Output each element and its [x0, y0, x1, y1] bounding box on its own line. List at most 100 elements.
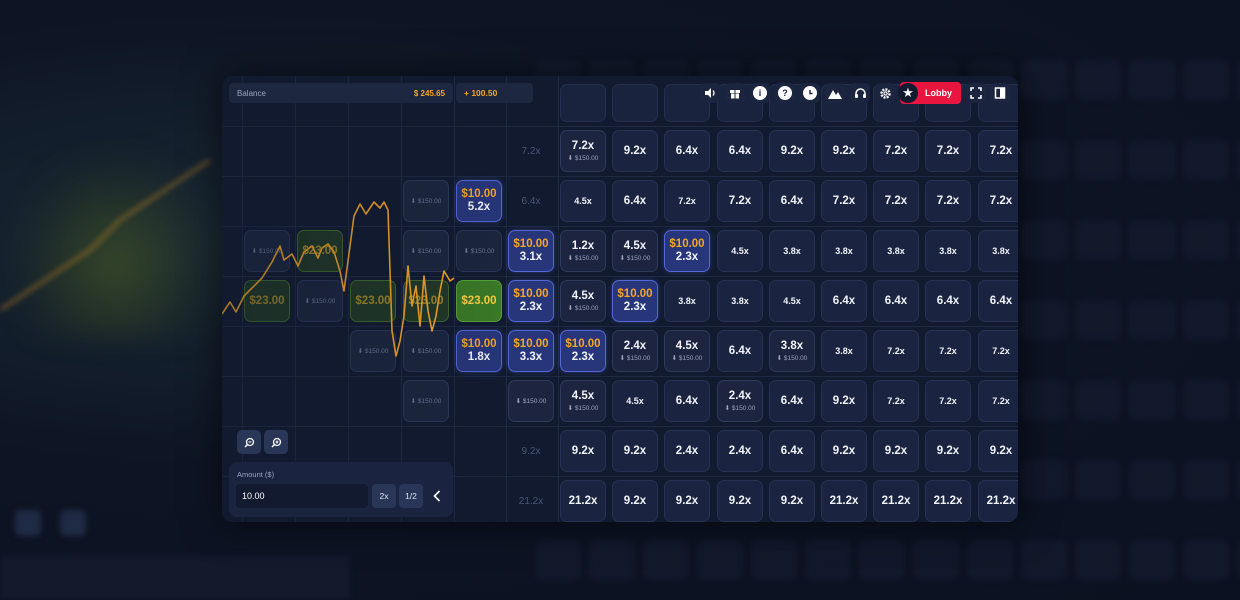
grid-cell[interactable]: 6.4x: [925, 280, 971, 322]
grid-cell-partial[interactable]: [560, 84, 606, 122]
grid-cell[interactable]: 9.2x: [978, 430, 1018, 472]
grid-cell-selected[interactable]: $10.00 2.3x: [508, 280, 554, 322]
grid-cell-bet[interactable]: 2.4x ⬇ $150.00: [717, 380, 763, 422]
grid-cell-past[interactable]: ⬇ $150.00: [297, 280, 343, 322]
grid-cell[interactable]: 7.2x: [925, 130, 971, 172]
grid-cell[interactable]: 21.2x: [978, 480, 1018, 522]
grid-cell-past[interactable]: ⬇ $150.00: [403, 230, 449, 272]
grid-cell[interactable]: 9.2x: [821, 430, 867, 472]
support-button[interactable]: [850, 83, 870, 103]
grid-cell-past[interactable]: ⬇ $150.00: [403, 380, 449, 422]
grid-cell-bet[interactable]: 3.8x ⬇ $150.00: [769, 330, 815, 372]
grid-cell[interactable]: 3.8x: [717, 280, 763, 322]
grid-cell-win[interactable]: $23.00: [456, 280, 502, 322]
grid-cell[interactable]: 9.2x: [821, 380, 867, 422]
grid-cell[interactable]: 7.2x: [925, 330, 971, 372]
grid-cell[interactable]: 6.4x: [873, 280, 919, 322]
amount-input[interactable]: 10.00: [236, 484, 368, 508]
grid-cell-bet[interactable]: 4.5x ⬇ $150.00: [560, 380, 606, 422]
grid-cell[interactable]: 6.4x: [821, 280, 867, 322]
grid-cell[interactable]: 7.2x: [978, 130, 1018, 172]
grid-cell-winpast[interactable]: $23.00: [244, 280, 290, 322]
grid-cell-selected[interactable]: $10.00 3.3x: [508, 330, 554, 372]
grid-cell[interactable]: 6.4x: [717, 330, 763, 372]
grid-cell[interactable]: 7.2x: [873, 180, 919, 222]
grid-cell-empty[interactable]: 6.4x: [508, 180, 554, 222]
grid-cell[interactable]: 7.2x: [978, 180, 1018, 222]
grid-cell[interactable]: 3.8x: [821, 330, 867, 372]
lobby-button[interactable]: ★ Lobby: [898, 82, 961, 104]
grid-cell[interactable]: 21.2x: [925, 480, 971, 522]
grid-cell[interactable]: 2.4x: [717, 430, 763, 472]
grid-cell-selected[interactable]: $10.00 3.1x: [508, 230, 554, 272]
grid-cell-bet[interactable]: 2.4x ⬇ $150.00: [612, 330, 658, 372]
double-amount-button[interactable]: 2x: [372, 484, 396, 508]
grid-cell[interactable]: 6.4x: [664, 380, 710, 422]
grid-cell-sel[interactable]: $10.00 5.2x: [456, 180, 502, 222]
grid-cell-bet[interactable]: 4.5x ⬇ $150.00: [560, 280, 606, 322]
grid-cell[interactable]: 3.8x: [664, 280, 710, 322]
zoom-in-button[interactable]: [264, 430, 288, 454]
grid-cell[interactable]: 4.5x: [612, 380, 658, 422]
grid-cell-selected[interactable]: $10.00 2.3x: [560, 330, 606, 372]
grid-cell[interactable]: 4.5x: [560, 180, 606, 222]
grid-cell-past[interactable]: ⬇ $150.00: [244, 230, 290, 272]
grid-cell[interactable]: 21.2x: [873, 480, 919, 522]
grid-cell-empty[interactable]: 21.2x: [508, 480, 554, 522]
grid-cell-bet[interactable]: ⬇ $150.00: [508, 380, 554, 422]
grid-cell[interactable]: 6.4x: [769, 430, 815, 472]
grid-cell[interactable]: 7.2x: [873, 130, 919, 172]
grid-cell[interactable]: 7.2x: [925, 180, 971, 222]
grid-cell[interactable]: 9.2x: [769, 130, 815, 172]
grid-cell-past[interactable]: ⬇ $150.00: [403, 330, 449, 372]
sound-button[interactable]: [700, 83, 720, 103]
grid-cell[interactable]: 3.8x: [925, 230, 971, 272]
grid-cell-sel[interactable]: $10.00 1.8x: [456, 330, 502, 372]
grid-cell[interactable]: 3.8x: [821, 230, 867, 272]
history-button[interactable]: [800, 83, 820, 103]
grid-cell[interactable]: 3.8x: [873, 230, 919, 272]
grid-cell[interactable]: 6.4x: [769, 380, 815, 422]
grid-cell-past[interactable]: ⬇ $150.00: [456, 230, 502, 272]
grid-cell[interactable]: 9.2x: [925, 430, 971, 472]
grid-cell[interactable]: 9.2x: [664, 480, 710, 522]
grid-cell[interactable]: 9.2x: [717, 480, 763, 522]
grid-cell-bet[interactable]: 7.2x ⬇ $150.00: [560, 130, 606, 172]
grid-cell[interactable]: 9.2x: [873, 430, 919, 472]
grid-cell-past[interactable]: ⬇ $150.00: [403, 180, 449, 222]
grid-cell[interactable]: 7.2x: [978, 330, 1018, 372]
grid-cell-bet[interactable]: 4.5x ⬇ $150.00: [612, 230, 658, 272]
grid-cell[interactable]: 9.2x: [612, 430, 658, 472]
grid-cell[interactable]: 9.2x: [612, 130, 658, 172]
zoom-out-button[interactable]: [237, 430, 261, 454]
grid-cell[interactable]: 2.4x: [664, 430, 710, 472]
collapse-panel-button[interactable]: [427, 484, 447, 508]
grid-cell[interactable]: 21.2x: [821, 480, 867, 522]
grid-cell[interactable]: 3.8x: [769, 230, 815, 272]
grid-cell[interactable]: 9.2x: [612, 480, 658, 522]
settings-button[interactable]: [875, 83, 895, 103]
stats-button[interactable]: [825, 83, 845, 103]
grid-cell[interactable]: 7.2x: [873, 330, 919, 372]
grid-cell-partial[interactable]: [612, 84, 658, 122]
grid-cell[interactable]: 7.2x: [821, 180, 867, 222]
grid-cell[interactable]: 6.4x: [978, 280, 1018, 322]
grid-cell[interactable]: 4.5x: [717, 230, 763, 272]
grid-cell[interactable]: 6.4x: [769, 180, 815, 222]
grid-cell-empty[interactable]: 9.2x: [508, 430, 554, 472]
grid-cell[interactable]: 6.4x: [717, 130, 763, 172]
grid-cell[interactable]: 7.2x: [925, 380, 971, 422]
help-button[interactable]: ?: [775, 83, 795, 103]
grid-cell[interactable]: 4.5x: [769, 280, 815, 322]
grid-cell-selected[interactable]: $10.00 2.3x: [664, 230, 710, 272]
grid-cell[interactable]: 7.2x: [978, 380, 1018, 422]
grid-cell[interactable]: 9.2x: [821, 130, 867, 172]
grid-cell[interactable]: 6.4x: [664, 130, 710, 172]
grid-cell-winpast[interactable]: $23.00: [350, 280, 396, 322]
grid-cell[interactable]: 6.4x: [612, 180, 658, 222]
grid-cell-empty[interactable]: 7.2x: [508, 130, 554, 172]
grid-cell[interactable]: 3.8x: [978, 230, 1018, 272]
grid-cell-bet[interactable]: 4.5x ⬇ $150.00: [664, 330, 710, 372]
grid-cell[interactable]: 21.2x: [560, 480, 606, 522]
fullscreen-button[interactable]: [966, 83, 986, 103]
